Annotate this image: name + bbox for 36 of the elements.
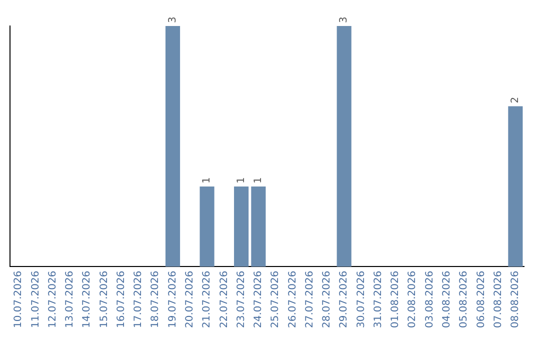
x-tick-label: 03.08.2026 [424, 270, 436, 328]
x-tick-label: 07.08.2026 [492, 270, 504, 328]
x-tick-label: 02.08.2026 [407, 270, 418, 328]
x-tick-label: 12.07.2026 [47, 270, 58, 328]
x-tick-label: 30.07.2026 [356, 270, 367, 328]
x-tick-label: 13.07.2026 [64, 270, 76, 328]
data-label: 3 [167, 16, 178, 23]
x-tick-label: 05.08.2026 [458, 270, 470, 328]
x-tick-label: 06.08.2026 [476, 270, 487, 328]
x-tick-label: 10.07.2026 [13, 270, 24, 328]
x-tick-label: 17.07.2026 [133, 270, 144, 328]
x-tick-label: 11.07.2026 [30, 270, 42, 328]
x-tick-label: 26.07.2026 [287, 270, 298, 328]
x-tick-label: 20.07.2026 [184, 270, 196, 328]
x-tick-label: 08.08.2026 [510, 270, 522, 328]
x-tick-label: 27.07.2026 [304, 270, 316, 328]
data-label: 1 [236, 177, 247, 184]
data-label: 1 [253, 177, 264, 184]
x-tick-label: 31.07.2026 [372, 270, 384, 328]
x-tick-label: 24.07.2026 [253, 270, 264, 328]
data-label: 2 [510, 96, 522, 104]
x-tick-label: 04.08.2026 [441, 270, 452, 328]
x-tick-label: 14.07.2026 [82, 270, 93, 328]
x-tick-label: 21.07.2026 [202, 270, 213, 328]
x-tick-label: 28.07.2026 [322, 270, 333, 328]
x-tick-label: 25.07.2026 [270, 270, 282, 328]
x-tick-label: 01.08.2026 [390, 270, 402, 328]
x-tick-label: 18.07.2026 [150, 270, 162, 328]
x-tick-label: 16.07.2026 [116, 270, 127, 328]
x-tick-label: 15.07.2026 [98, 270, 110, 328]
x-tick-label: 23.07.2026 [236, 270, 247, 328]
data-label: 3 [338, 16, 350, 23]
x-tick-label: 29.07.2026 [338, 270, 350, 328]
data-label: 1 [202, 177, 213, 184]
x-tick-label: 22.07.2026 [218, 270, 230, 328]
x-tick-label: 19.07.2026 [167, 270, 178, 328]
